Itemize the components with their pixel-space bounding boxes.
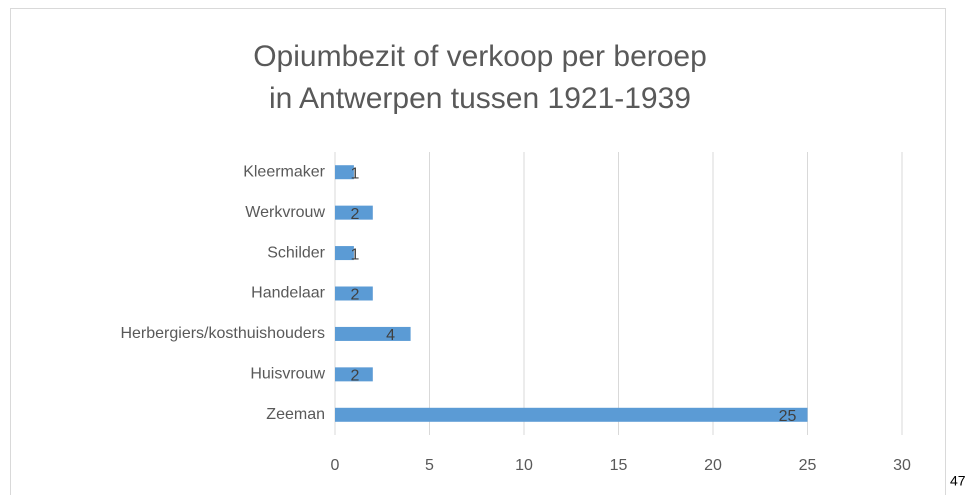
bar: [335, 326, 411, 341]
data-label: 25: [779, 408, 797, 425]
x-tick-label: 15: [610, 457, 628, 474]
bar: [335, 367, 373, 382]
x-tick-label: 5: [425, 457, 434, 474]
x-tick-label: 0: [331, 457, 340, 474]
x-tick-label: 20: [704, 457, 722, 474]
bar: [335, 286, 373, 301]
chart-title: in Antwerpen tussen 1921-1939: [269, 82, 691, 115]
data-label: 2: [351, 206, 360, 223]
y-tick-label: Schilder: [267, 244, 325, 261]
bar: [335, 407, 808, 422]
x-tick-label: 10: [515, 457, 533, 474]
bar: [335, 205, 373, 220]
data-label: 2: [351, 287, 360, 304]
y-tick-label: Kleermaker: [243, 163, 325, 180]
x-tick-label: 25: [799, 457, 817, 474]
data-label: 2: [351, 368, 360, 385]
bar: [335, 165, 354, 180]
chart-title: Opiumbezit of verkoop per beroep: [253, 40, 707, 73]
bar: [335, 246, 354, 261]
data-label: 4: [386, 327, 395, 344]
y-tick-label: Herbergiers/kosthuishouders: [120, 325, 325, 342]
page-number: 47: [950, 473, 966, 489]
y-tick-label: Zeeman: [266, 406, 325, 423]
data-label: 1: [351, 246, 360, 263]
y-tick-label: Werkvrouw: [245, 204, 325, 221]
x-tick-label: 30: [893, 457, 911, 474]
y-tick-label: Huisvrouw: [250, 366, 325, 383]
data-label: 1: [351, 165, 360, 182]
y-tick-label: Handelaar: [251, 285, 326, 302]
